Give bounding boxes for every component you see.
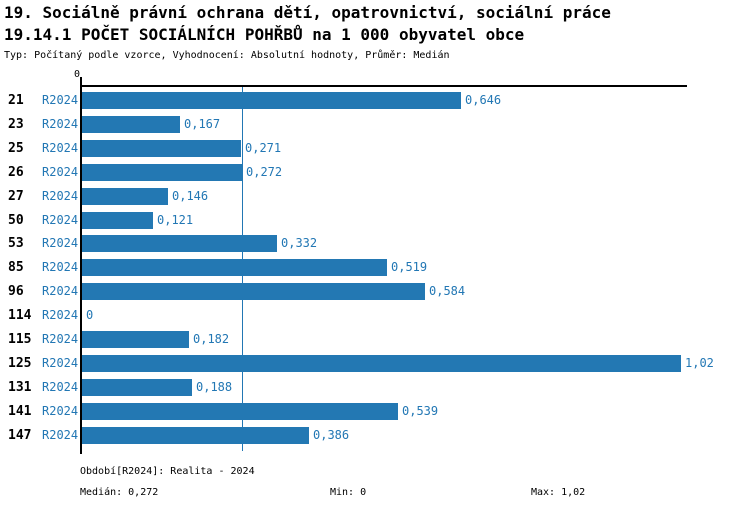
bar xyxy=(82,331,189,348)
bar-value-label: 0 xyxy=(86,308,94,322)
plot-area: 0,646 0,167 0,271 0,272 0,146 0,121 0,332 0,519… xyxy=(82,87,714,451)
row-number-label: 26 xyxy=(8,165,24,180)
bar-value-label: 0,272 xyxy=(246,165,283,179)
bar xyxy=(82,164,242,181)
bar xyxy=(82,427,309,444)
row-series-label: R2024 xyxy=(42,308,79,322)
row-series-label: R2024 xyxy=(42,404,79,418)
row-series-label: R2024 xyxy=(42,141,79,155)
bar xyxy=(82,92,461,109)
row-series-label: R2024 xyxy=(42,165,79,179)
bar xyxy=(82,403,398,420)
legend-max-stat: Max: 1,02 xyxy=(531,487,586,498)
x-axis-zero-tick-label: 0 xyxy=(74,69,81,80)
row-number-label: 85 xyxy=(8,260,24,275)
bar-value-label: 0,386 xyxy=(313,428,350,442)
row-series-label: R2024 xyxy=(42,284,79,298)
legend-median-stat: Medián: 0,272 xyxy=(80,487,159,498)
legend-min-stat: Min: 0 xyxy=(330,487,367,498)
bar-value-label: 0,188 xyxy=(196,380,233,394)
bar-value-label: 0,519 xyxy=(391,260,428,274)
row-number-label: 147 xyxy=(8,428,32,443)
row-number-label: 25 xyxy=(8,141,24,156)
row-number-label: 96 xyxy=(8,284,24,299)
row-number-label: 125 xyxy=(8,356,32,371)
bar xyxy=(82,188,168,205)
row-series-label: R2024 xyxy=(42,332,79,346)
row-series-label: R2024 xyxy=(42,236,79,250)
bar-value-label: 0,167 xyxy=(184,117,221,131)
row-series-label: R2024 xyxy=(42,93,79,107)
bar xyxy=(82,283,425,300)
row-series-label: R2024 xyxy=(42,117,79,131)
bar-value-label: 0,121 xyxy=(157,213,194,227)
bar xyxy=(82,355,681,372)
bar-value-label: 0,646 xyxy=(465,93,502,107)
row-number-label: 27 xyxy=(8,189,24,204)
row-series-label: R2024 xyxy=(42,260,79,274)
row-number-label: 23 xyxy=(8,117,24,132)
row-number-label: 115 xyxy=(8,332,32,347)
row-number-label: 50 xyxy=(8,213,24,228)
bar-value-label: 0,539 xyxy=(402,404,439,418)
row-series-label: R2024 xyxy=(42,380,79,394)
y-axis-line xyxy=(80,77,82,454)
bar xyxy=(82,259,387,276)
bar-value-label: 0,271 xyxy=(245,141,282,155)
chart-title-line1: 19. Sociálně právní ochrana dětí, opatro… xyxy=(4,3,611,22)
bar-value-label: 0,332 xyxy=(281,236,318,250)
row-number-label: 21 xyxy=(8,93,24,108)
row-label-gutter: 21 R2024 23 R2024 25 R2024 26 R2024 27 R2024 50 R20… xyxy=(0,87,82,451)
bar xyxy=(82,212,153,229)
bar xyxy=(82,140,241,157)
row-number-label: 53 xyxy=(8,236,24,251)
chart-title-line2: 19.14.1 POČET SOCIÁLNÍCH POHŘBŮ na 1 000… xyxy=(4,25,525,44)
bar-value-label: 0,146 xyxy=(172,189,209,203)
bar xyxy=(82,235,277,252)
x-axis-line xyxy=(80,85,687,87)
bar-value-label: 1,02 xyxy=(685,356,714,370)
bar-value-label: 0,182 xyxy=(193,332,230,346)
bar xyxy=(82,116,180,133)
row-series-label: R2024 xyxy=(42,356,79,370)
chart-subtitle: Typ: Počítaný podle vzorce, Vyhodnocení:… xyxy=(4,50,450,61)
row-series-label: R2024 xyxy=(42,189,79,203)
row-number-label: 131 xyxy=(8,380,32,395)
row-series-label: R2024 xyxy=(42,213,79,227)
bar-value-label: 0,584 xyxy=(429,284,466,298)
legend-period: Období[R2024]: Realita - 2024 xyxy=(80,466,255,477)
row-series-label: R2024 xyxy=(42,428,79,442)
row-number-label: 114 xyxy=(8,308,32,323)
bar xyxy=(82,379,192,396)
row-number-label: 141 xyxy=(8,404,32,419)
